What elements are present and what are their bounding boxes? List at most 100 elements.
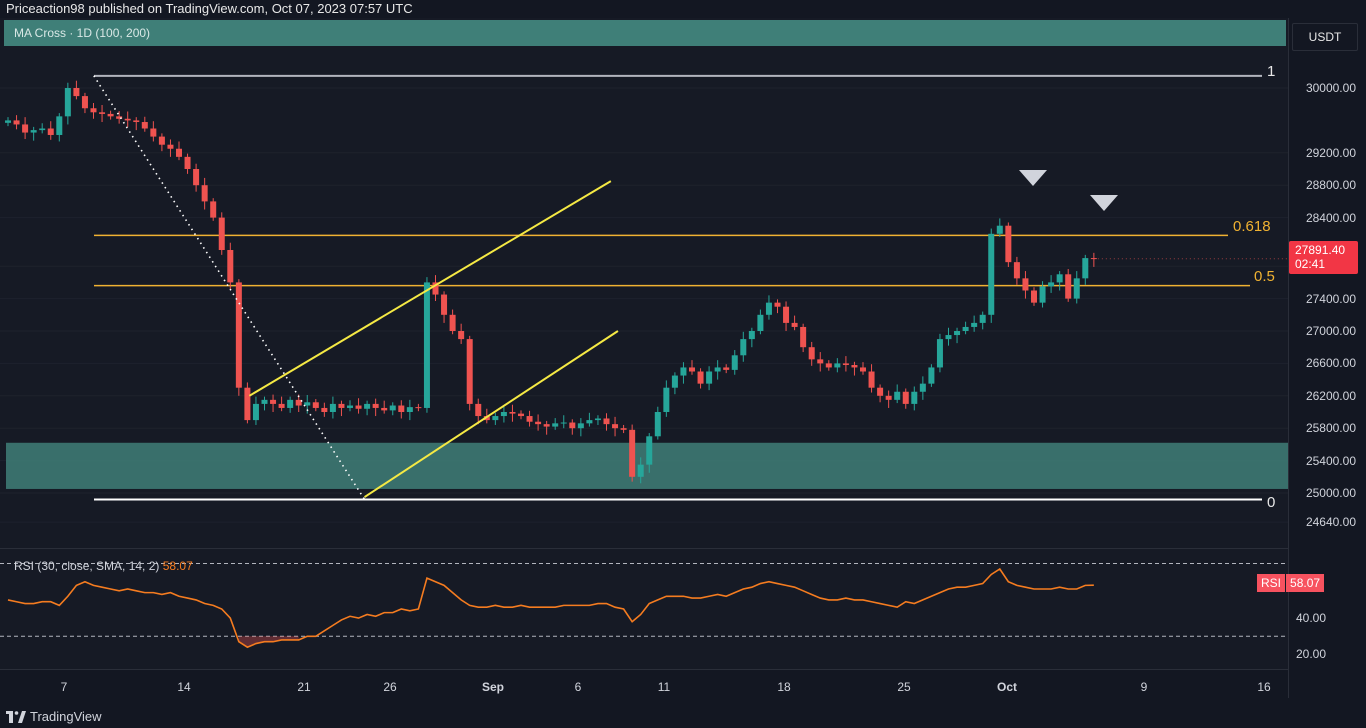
candle-body <box>783 306 790 323</box>
candle-body <box>774 302 781 307</box>
candle-body <box>90 108 97 113</box>
candle-body <box>227 250 234 283</box>
candle-body <box>364 403 371 409</box>
time-tick-label: Sep <box>481 680 505 694</box>
candle-body <box>723 367 730 370</box>
candle-body <box>817 359 824 364</box>
candle-body <box>304 402 311 406</box>
candle-body <box>124 118 131 121</box>
candle-body <box>329 403 336 412</box>
candle-body <box>586 420 593 424</box>
candle-body <box>860 367 866 372</box>
price-tick-label: 27400.00 <box>1305 291 1356 306</box>
pane-separator[interactable] <box>0 548 1366 549</box>
rsi-value-badge: RSI 58.07 <box>1257 574 1335 592</box>
peak-marker-icon <box>1090 195 1118 211</box>
currency-button[interactable]: USDT <box>1292 23 1358 51</box>
footer <box>0 700 1366 728</box>
candle-body <box>518 413 524 417</box>
candle-body <box>210 201 217 218</box>
candle-body <box>740 339 747 356</box>
tradingview-logo-icon <box>6 710 26 723</box>
candle-body <box>731 355 738 370</box>
xaxis-separator <box>0 669 1366 670</box>
price-tick-label: 26600.00 <box>1305 356 1356 371</box>
candle-body <box>287 399 294 408</box>
fib-label-1: 1 <box>1267 63 1276 80</box>
candle-body <box>141 122 148 129</box>
price-tick-label: 27000.00 <box>1305 324 1356 338</box>
rsi-legend[interactable]: RSI (30, close, SMA, 14, 2) 58.07 <box>14 559 193 573</box>
candle-body <box>603 418 610 425</box>
candle-body <box>244 387 251 421</box>
candle-body <box>577 423 584 429</box>
rsi-badge-name: RSI <box>1257 574 1286 592</box>
time-tick-label: 21 <box>297 680 311 694</box>
time-tick-label: 26 <box>383 680 397 694</box>
candle-body <box>47 128 54 135</box>
time-tick-label: 11 <box>657 680 671 694</box>
candle-body <box>218 217 225 250</box>
candle-body <box>193 169 200 186</box>
candle-body <box>423 282 430 408</box>
fib-label-0: 0 <box>1267 494 1276 511</box>
candle-body <box>133 120 140 123</box>
candle-body <box>389 405 396 411</box>
candle-countdown: 02:41 <box>1295 257 1326 271</box>
ma-cross-indicator-bar[interactable]: MA Cross · 1D (100, 200) <box>4 20 1286 46</box>
rsi-legend-title: RSI (30, close, SMA, 14, 2) <box>14 559 160 573</box>
candle-body <box>449 314 456 331</box>
candle-body <box>979 314 986 323</box>
candle-body <box>868 371 875 388</box>
tradingview-logo[interactable]: TradingView <box>6 709 102 724</box>
time-axis[interactable]: 7 14 21 26 Sep 6 11 18 25 Oct 9 16 <box>0 670 1288 700</box>
rsi-legend-value: 58.07 <box>162 559 193 573</box>
candle-body <box>945 335 952 340</box>
candle-body <box>902 391 909 404</box>
candle-body <box>338 403 345 408</box>
price-axis[interactable]: 30000.0029200.0028800.0028400.0027800.00… <box>1289 18 1366 698</box>
candle-body <box>398 405 405 412</box>
candle-body <box>150 128 157 137</box>
candle-body <box>415 407 422 409</box>
rsi-pane[interactable] <box>0 549 1288 669</box>
candle-body <box>176 148 182 157</box>
candle-body <box>800 326 807 348</box>
candle-body <box>552 423 559 427</box>
channel-lower-line <box>364 330 619 498</box>
candle-body <box>5 120 11 123</box>
price-tick-label: 25000.00 <box>1305 486 1356 500</box>
rsi-tick-label: 20.00 <box>1296 647 1327 662</box>
tradingview-brand: TradingView <box>30 709 102 724</box>
candle-body <box>612 424 619 429</box>
candle-body <box>1013 262 1020 279</box>
candle-body <box>851 365 858 368</box>
candle-body <box>500 412 507 417</box>
candle-body <box>1022 278 1029 291</box>
candle-body <box>689 367 695 372</box>
axis-separator <box>1288 18 1289 698</box>
candle-body <box>697 371 704 384</box>
candle-body <box>757 314 764 331</box>
rsi-line <box>7 567 1094 649</box>
candle-body <box>560 422 567 424</box>
fib-label-05: 0.5 <box>1254 268 1275 285</box>
time-tick-label: Oct <box>996 680 1018 694</box>
candle-body <box>663 387 670 412</box>
price-tick-label: 28800.00 <box>1305 178 1356 193</box>
candle-body <box>158 136 165 145</box>
time-tick-label: 9 <box>1140 680 1148 694</box>
candle-body <box>184 156 191 169</box>
price-chart[interactable]: MA Cross · 1D (100, 200) 1 0.618 0.5 0 <box>0 18 1288 548</box>
candle-body <box>954 331 961 336</box>
candle-body <box>99 112 106 114</box>
price-tick-label: 24640.00 <box>1305 515 1356 530</box>
candle-body <box>646 436 653 465</box>
candle-body <box>706 371 713 384</box>
candle-body <box>381 407 388 411</box>
candle-body <box>680 367 687 376</box>
candle-body <box>278 403 285 408</box>
candle-body <box>526 416 533 422</box>
candle-body <box>22 124 29 133</box>
candle-body <box>834 363 841 368</box>
